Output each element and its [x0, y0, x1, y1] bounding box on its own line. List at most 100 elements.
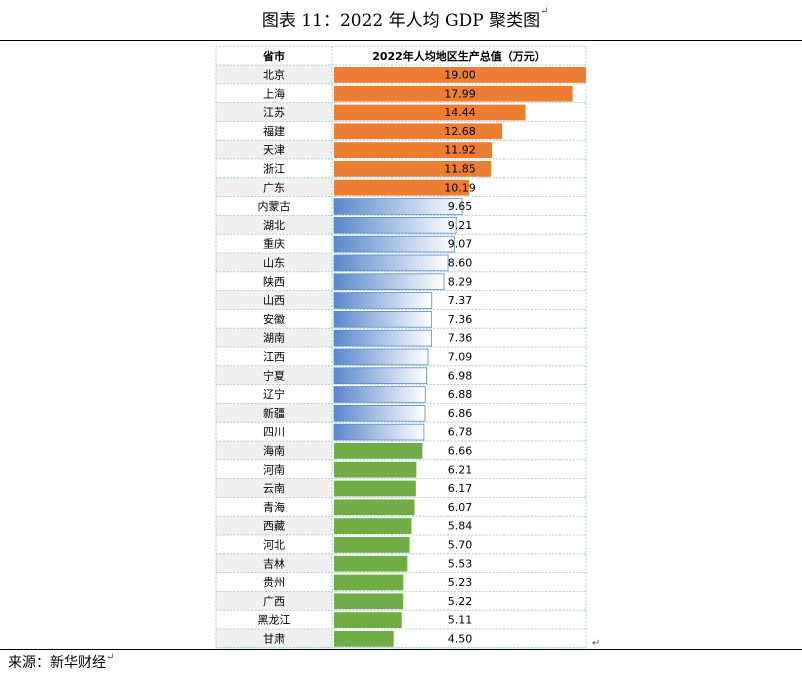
value-label: 11.85	[444, 163, 476, 176]
source-paragraph-mark: ↵	[106, 652, 115, 663]
bottom-rule	[0, 649, 802, 650]
top-rule	[0, 40, 802, 41]
header-row	[216, 46, 586, 65]
source-note: 来源：新华财经 ↵	[8, 652, 114, 672]
province-label: 浙江	[263, 163, 285, 176]
value-bar	[333, 216, 457, 234]
province-cell	[216, 83, 332, 103]
value-label: 7.36	[448, 313, 473, 326]
province-cell	[216, 253, 332, 272]
header-province: 省市	[262, 49, 285, 63]
value-bar	[334, 67, 586, 83]
province-label: 广东	[263, 181, 285, 194]
table-paragraph-mark: ↵	[592, 638, 601, 649]
value-label: 5.53	[448, 557, 473, 570]
province-cell	[216, 535, 332, 554]
value-bar	[334, 142, 493, 158]
value-bar	[334, 161, 492, 177]
province-label: 河南	[263, 463, 285, 476]
province-cell	[216, 234, 332, 253]
value-label: 5.70	[448, 539, 473, 552]
value-bar	[334, 537, 410, 553]
value-bar	[334, 593, 404, 610]
province-label: 青海	[263, 500, 285, 514]
province-label: 北京	[263, 68, 285, 82]
province-cell	[216, 572, 332, 592]
value-label: 5.22	[448, 595, 473, 608]
province-label: 广西	[263, 595, 285, 608]
province-cell	[216, 553, 332, 573]
value-bar	[334, 480, 416, 497]
value-label: 8.29	[448, 275, 473, 288]
value-bar	[334, 461, 417, 478]
value-bar	[334, 85, 573, 102]
province-label: 重庆	[263, 237, 285, 251]
value-label: 12.68	[444, 125, 476, 138]
value-bar	[334, 104, 526, 121]
province-cell	[216, 610, 332, 629]
province-label: 宁夏	[263, 368, 285, 382]
province-label: 山西	[263, 294, 285, 307]
value-label: 7.09	[448, 351, 473, 364]
province-cell	[216, 365, 332, 385]
province-label: 辽宁	[263, 387, 285, 401]
province-cell	[216, 328, 332, 347]
value-bar	[334, 179, 470, 196]
value-label: 11.92	[444, 144, 476, 157]
province-label: 黑龙江	[258, 614, 291, 627]
province-label: 吉林	[263, 556, 285, 570]
value-bar	[334, 123, 503, 140]
province-label: 福建	[263, 124, 285, 138]
value-label: 6.98	[448, 369, 473, 382]
value-label: 9.07	[448, 238, 473, 251]
value-bar	[333, 292, 433, 309]
value-label: 6.17	[448, 482, 473, 495]
province-label: 甘肃	[263, 633, 285, 646]
value-label: 6.88	[448, 388, 473, 401]
value-label: 7.36	[448, 332, 473, 345]
value-label: 5.11	[448, 614, 473, 627]
province-cell	[216, 422, 332, 441]
value-bar	[334, 499, 415, 516]
province-label: 新疆	[263, 406, 285, 420]
value-bar	[334, 518, 412, 534]
province-label: 上海	[263, 86, 285, 100]
province-cell	[216, 215, 332, 235]
value-label: 14.44	[444, 106, 476, 119]
value-label: 9.21	[448, 219, 473, 232]
value-label: 17.99	[444, 87, 476, 100]
value-bar	[333, 329, 433, 347]
province-cell	[216, 102, 332, 122]
value-bar	[333, 348, 429, 366]
province-cell	[216, 459, 332, 479]
value-label: 5.84	[448, 520, 473, 533]
province-cell	[216, 159, 332, 178]
value-bar	[333, 310, 433, 328]
province-label: 湖南	[263, 332, 285, 345]
province-cell	[216, 290, 332, 310]
value-bar	[333, 273, 445, 290]
value-label: 7.37	[448, 294, 473, 307]
paragraph-mark: ↵	[540, 6, 549, 17]
province-label: 陕西	[263, 274, 285, 288]
value-bar	[333, 254, 449, 272]
value-label: 4.50	[448, 633, 473, 646]
province-label: 江苏	[263, 106, 285, 119]
province-label: 江西	[263, 351, 285, 364]
province-label: 山东	[263, 257, 285, 270]
value-label: 6.21	[448, 463, 473, 476]
header-value: 2022年人均地区生产总值（万元）	[372, 49, 546, 63]
figure-title: 图表 11：2022 年人均 GDP 聚类图 ↵	[0, 6, 802, 31]
value-label: 10.19	[444, 181, 476, 194]
value-label: 5.23	[448, 576, 473, 589]
value-bar	[333, 423, 425, 441]
province-cell	[216, 441, 332, 460]
province-label: 天津	[263, 144, 285, 157]
value-bar	[333, 367, 427, 384]
province-cell	[216, 384, 332, 404]
value-bar	[333, 386, 426, 403]
province-label: 海南	[263, 444, 285, 458]
province-cell	[216, 403, 332, 423]
province-cell	[216, 516, 332, 535]
province-label: 西藏	[263, 520, 285, 533]
